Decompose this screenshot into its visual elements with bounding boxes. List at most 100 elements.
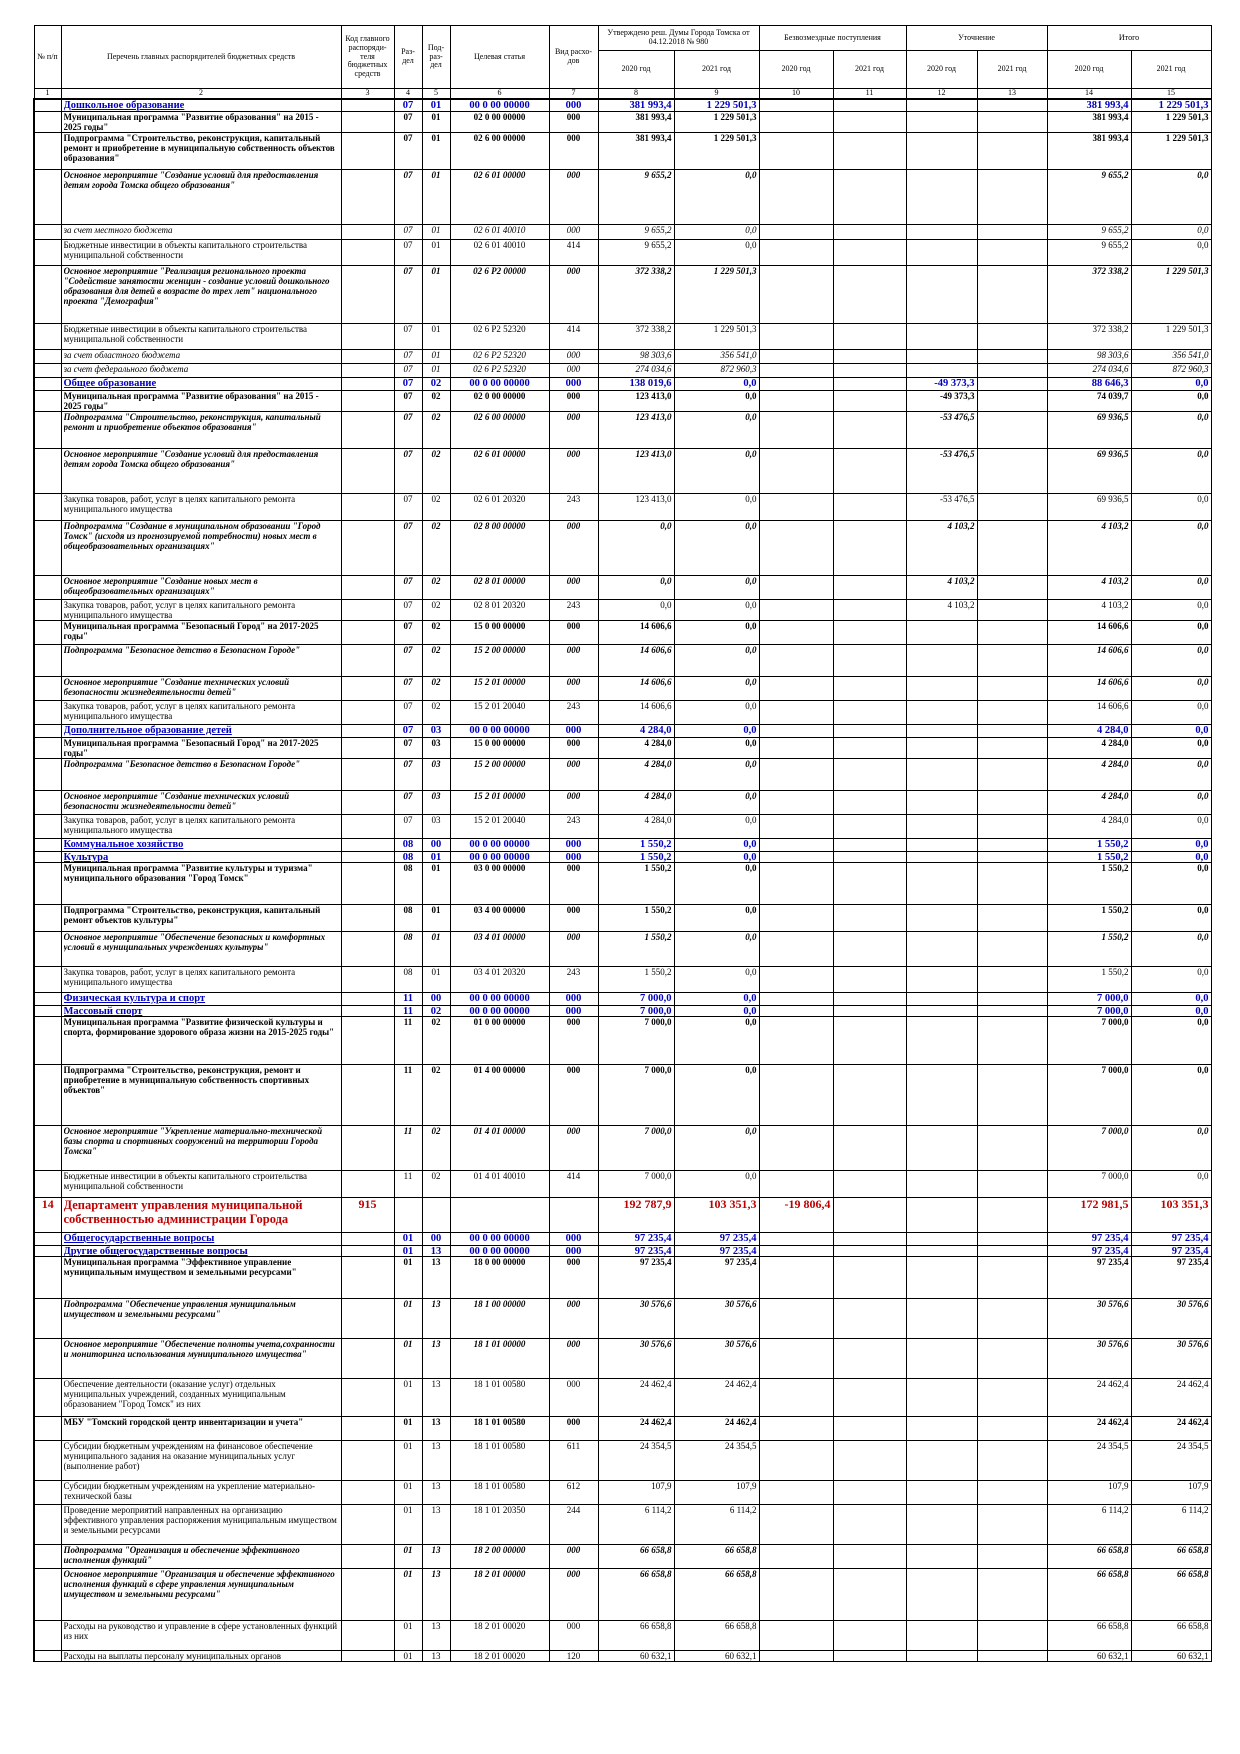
cell: 7 000,0 [597,1064,675,1126]
cell-text: 07 [403,677,413,688]
cell: 18 2 01 00020 [449,1650,550,1662]
cell-text: Проведение мероприятий направленных на о… [63,1505,337,1536]
cell-text: 4 284,0 [644,815,672,826]
cell [905,1504,978,1545]
cell [976,620,1048,645]
cell-text: 15 2 00 00000 [473,759,526,770]
cell [758,676,834,701]
cell-text: 000 [566,1379,581,1390]
cell-text: 30 576,6 [640,1299,672,1310]
cell: 02 6 P2 52320 [449,323,550,350]
item-name: Муниципальная программа "Развитие культу… [60,862,342,905]
cell-text: 1 550,2 [1097,852,1129,862]
cell-text: 1 229 501,3 [706,100,757,111]
cell: 244 [548,1504,599,1545]
cell-text: Закупка товаров, работ, услуг в целях ка… [63,494,296,515]
cell-text: 4 103,2 [1101,600,1129,611]
cell-text: 07 [403,170,413,181]
cell [340,758,395,791]
cell-text: Муниципальная программа "Безопасный Горо… [63,738,319,758]
cell [33,700,62,725]
cell: 0,0 [673,1016,760,1065]
cell [976,493,1048,521]
cell-text: 03 [431,815,441,826]
cell [976,239,1048,266]
item-name: Подпрограмма "Безопасное детство в Безоп… [60,758,342,791]
cell: 243 [548,599,599,621]
cell [340,862,395,905]
cell: 07 [393,411,423,449]
cell-text: 0,0 [1197,449,1209,460]
cell [905,1480,978,1505]
cell-text: 172 981,5 [1080,1198,1129,1211]
cell: 0,0 [1130,1170,1212,1198]
cell: 4 284,0 [597,737,675,759]
cell-text: 1 550,2 [644,863,672,874]
cell-text: 1 550,2 [644,905,672,916]
cell-text: Дополнительное образование детей [63,725,232,737]
cell-text: 01 [431,905,441,916]
cell-text: 244 [566,1505,581,1516]
cell-text: 15 0 00 00000 [473,621,526,632]
cell-text: 4 284,0 [644,738,672,749]
cell-text: Подпрограмма "Строительство, реконструкц… [63,1065,310,1096]
cell-text: за счет областного бюджета [63,350,181,361]
cell: 14 606,6 [597,644,675,677]
cell [340,1378,395,1417]
cell [905,1544,978,1569]
cell: 01 [393,1544,423,1569]
cell [340,377,395,391]
cell-text: 97 235,4 [1091,1233,1129,1245]
cell: 356 541,0 [1130,349,1212,364]
cell [340,169,395,225]
cell [976,363,1048,378]
cell [340,132,395,170]
header-cell: Вид расхо-дов [548,25,599,89]
cell-text: Подпрограмма "Обеспечение управления мун… [63,1299,296,1320]
cell-text: 07 [403,240,413,251]
cell: 03 4 01 20320 [449,966,550,993]
cell: 18 2 01 00000 [449,1568,550,1621]
cell-text: 915 [358,1198,377,1211]
cell: 18 2 00 00000 [449,1544,550,1569]
cell [832,1440,907,1481]
cell-text: 000 [566,350,581,361]
cell-text: 0,0 [1197,412,1209,423]
cell [33,1440,62,1481]
cell [905,1338,978,1379]
cell-text: 6 114,2 [1101,1505,1129,1516]
cell [905,363,978,378]
cell-text: 0,0 [1197,738,1209,749]
cell: 07 [393,700,423,725]
cell-text: 11 [403,1065,413,1076]
cell-text: 02 6 01 00000 [473,449,526,460]
cell [340,390,395,412]
cell: 0,0 [673,1064,760,1126]
cell: 13 [421,1245,451,1257]
cell-text: 381 993,4 [1086,100,1129,111]
cell-text: 1 229 501,3 [713,133,757,144]
cell-text: 01 [403,1441,413,1452]
cell-text: 0,0 [1197,863,1209,874]
cell-text: 0,0 [745,645,757,656]
cell-text: 0,0 [1197,967,1209,978]
cell-text: 000 [566,1126,581,1137]
cell-text: 4 103,2 [1101,521,1129,532]
cell: 0,0 [1130,931,1212,967]
cell [33,992,62,1006]
cell: 00 [421,838,451,852]
cell [832,814,907,839]
cell-text: 000 [566,738,581,749]
cell-text: 1 550,2 [1101,932,1129,943]
cell [758,1298,834,1339]
item-name: Обеспечение деятельности (оказание услуг… [60,1378,342,1417]
cell: 08 [393,862,423,905]
cell: 000 [548,132,599,170]
cell-text: 01 [430,852,442,862]
cell: 0,0 [1130,851,1212,863]
cell: 372 338,2 [1046,323,1132,350]
cell [758,1440,834,1481]
header-group: Безвозмездные поступления [758,25,907,51]
cell-text: 356 541,0 [720,350,757,361]
cell-text: 66 658,8 [1177,1545,1209,1556]
